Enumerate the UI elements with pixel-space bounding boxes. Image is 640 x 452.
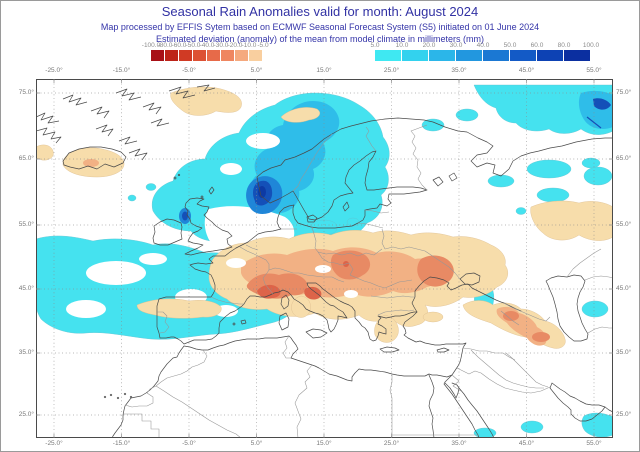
lat-label-right: 25.0° (616, 411, 632, 418)
colorbar-tick-negative: -60.0 (171, 42, 187, 49)
wet-patch-deep-cores (179, 98, 611, 224)
anomaly-map (36, 79, 613, 438)
lat-label-right: 45.0° (616, 285, 632, 292)
coastlines (62, 117, 613, 438)
east-russia-dry-band (530, 200, 613, 241)
lat-label-left: 45.0° (18, 285, 34, 292)
colorbar-tick-negative: -10.0 (241, 42, 257, 49)
scotland-wet-core (182, 211, 188, 221)
colorbar-segment-positive-4 (483, 50, 510, 61)
colorbar-tick-negative: -100.0 (141, 42, 161, 49)
lat-label-left: 25.0° (18, 411, 34, 418)
wet-patch-holes (66, 133, 295, 318)
lon-label-bottom: 25.0° (383, 440, 400, 447)
colorbar-segment-negative-4 (207, 50, 221, 61)
lon-label-bottom: 55.0° (586, 440, 602, 447)
lon-label-top: 25.0° (383, 67, 400, 74)
colorbar-tick-negative: -40.0 (199, 42, 215, 49)
lon-label-bottom: -15.0° (112, 440, 131, 447)
lon-label-top: 15.0° (316, 67, 332, 74)
colorbar-segment-positive-5 (510, 50, 537, 61)
colorbar-segment-negative-7 (249, 50, 263, 61)
colorbar-segment-positive-1 (402, 50, 429, 61)
lon-label-bottom: 35.0° (451, 440, 467, 447)
colorbar-tick-negative: -50.0 (185, 42, 201, 49)
colorbar-segment-negative-3 (193, 50, 207, 61)
lon-label-bottom: -25.0° (45, 440, 63, 447)
lat-label-left: 35.0° (18, 349, 34, 356)
colorbar-segment-negative-1 (165, 50, 179, 61)
colorbar-tick-negative: -5.0 (257, 42, 269, 49)
lon-label-bottom: 15.0° (316, 440, 332, 447)
lon-label-top: 35.0° (451, 67, 467, 74)
colorbar-tick-positive: 50.0 (503, 42, 517, 49)
lat-label-left: 75.0° (18, 89, 34, 96)
greenland-fjord-squiggles (36, 84, 216, 161)
lon-label-bottom: 5.0° (250, 440, 263, 447)
colorbar-segment-positive-2 (429, 50, 456, 61)
frame-tick-marks (36, 79, 613, 438)
map-units-subtitle: Estimated deviation (anomaly) of the mea… (155, 34, 485, 44)
dry-patch-holes (226, 258, 358, 298)
lon-label-top: 5.0° (250, 67, 263, 74)
lon-label-bottom: -5.0° (182, 440, 196, 447)
map-frame (36, 79, 613, 438)
lat-label-left: 55.0° (18, 221, 34, 228)
country-borders (123, 124, 613, 438)
lat-label-right: 55.0° (616, 221, 632, 228)
lon-label-top: -5.0° (182, 67, 196, 74)
lat-label-right: 35.0° (616, 349, 632, 356)
lon-label-top: 45.0° (518, 67, 535, 74)
colorbar-segment-negative-6 (235, 50, 249, 61)
colorbar-positive (375, 50, 591, 61)
colorbar-tick-positive: 40.0 (476, 42, 490, 49)
colorbar-tick-positive: 20.0 (422, 42, 436, 49)
colorbar-segment-negative-2 (179, 50, 193, 61)
lat-label-left: 65.0° (18, 155, 34, 162)
colorbar-segment-positive-0 (375, 50, 402, 61)
colorbar-tick-positive: 100.0 (582, 42, 600, 49)
map-source-subtitle: Map processed by EFFIS Sytem based on EC… (100, 22, 540, 32)
colorbar-tick-positive: 10.0 (395, 42, 409, 49)
lat-label-right: 75.0° (616, 89, 632, 96)
colorbar-segment-negative-0 (151, 50, 165, 61)
colorbar-tick-negative: -20.0 (227, 42, 243, 49)
colorbar-tick-negative: -80.0 (157, 42, 173, 49)
scotland-shetland-dry-patch (170, 86, 242, 116)
north-spain-dry-band (136, 298, 222, 319)
baltic-wet-patch (311, 219, 338, 235)
italy-dry-tongue (291, 295, 311, 318)
colorbar-tick-negative: -30.0 (213, 42, 229, 49)
lon-label-top: -15.0° (112, 67, 131, 74)
lon-label-top: -25.0° (45, 67, 63, 74)
lon-label-top: 55.0° (586, 67, 602, 74)
colorbar-segment-negative-5 (221, 50, 235, 61)
colorbar-tick-positive: 60.0 (530, 42, 544, 49)
lon-label-bottom: 45.0° (518, 440, 535, 447)
colorbar-segment-positive-3 (456, 50, 483, 61)
colorbar-negative (151, 50, 263, 61)
page-title: Seasonal Rain Anomalies valid for month:… (161, 4, 479, 19)
persian-gulf-wet-patch (581, 412, 613, 438)
colorbar-segment-positive-6 (537, 50, 564, 61)
balkan-dry-tongue (374, 314, 399, 343)
lat-label-right: 65.0° (616, 155, 632, 162)
colorbar-tick-positive: 30.0 (449, 42, 463, 49)
barents-wet-patch (473, 84, 613, 135)
colorbar-segment-positive-7 (564, 50, 591, 61)
colorbar-tick-positive: 5.0 (370, 42, 380, 49)
colorbar-tick-positive: 80.0 (557, 42, 571, 49)
